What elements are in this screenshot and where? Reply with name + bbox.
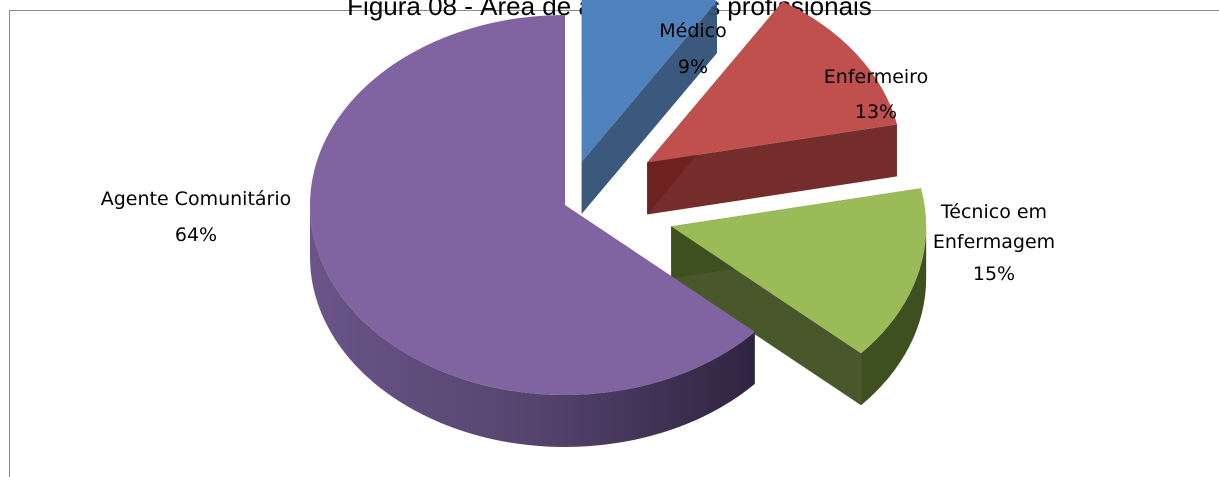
slice-value-medico: 9%	[678, 56, 708, 78]
slice-rim-tecnico	[861, 226, 927, 406]
slice-top-agente	[310, 15, 755, 395]
slice-cut-tecnico-1	[671, 226, 862, 406]
slice-label-enfermeiro: Enfermeiro	[824, 66, 928, 88]
slice-value-enfermeiro: 13%	[855, 101, 897, 123]
slice-top-tecnico	[671, 188, 927, 354]
slice-label-medico: Médico	[659, 20, 727, 42]
slice-cut-medico-1	[581, 1, 718, 215]
slice-label-tecnico-line2: Enfermagem	[933, 231, 1055, 253]
slice-rim-agente	[310, 205, 755, 448]
slice-cut-enfermeiro-1	[647, 124, 897, 215]
slice-top-medico	[581, 0, 718, 163]
slice-value-tecnico: 15%	[973, 263, 1015, 285]
slice-label-agente: Agente Comunitário	[101, 188, 292, 210]
slice-top-enfermeiro	[647, 1, 897, 163]
slice-label-tecnico-line1: Técnico em	[940, 201, 1047, 223]
slice-value-agente: 64%	[175, 224, 217, 246]
